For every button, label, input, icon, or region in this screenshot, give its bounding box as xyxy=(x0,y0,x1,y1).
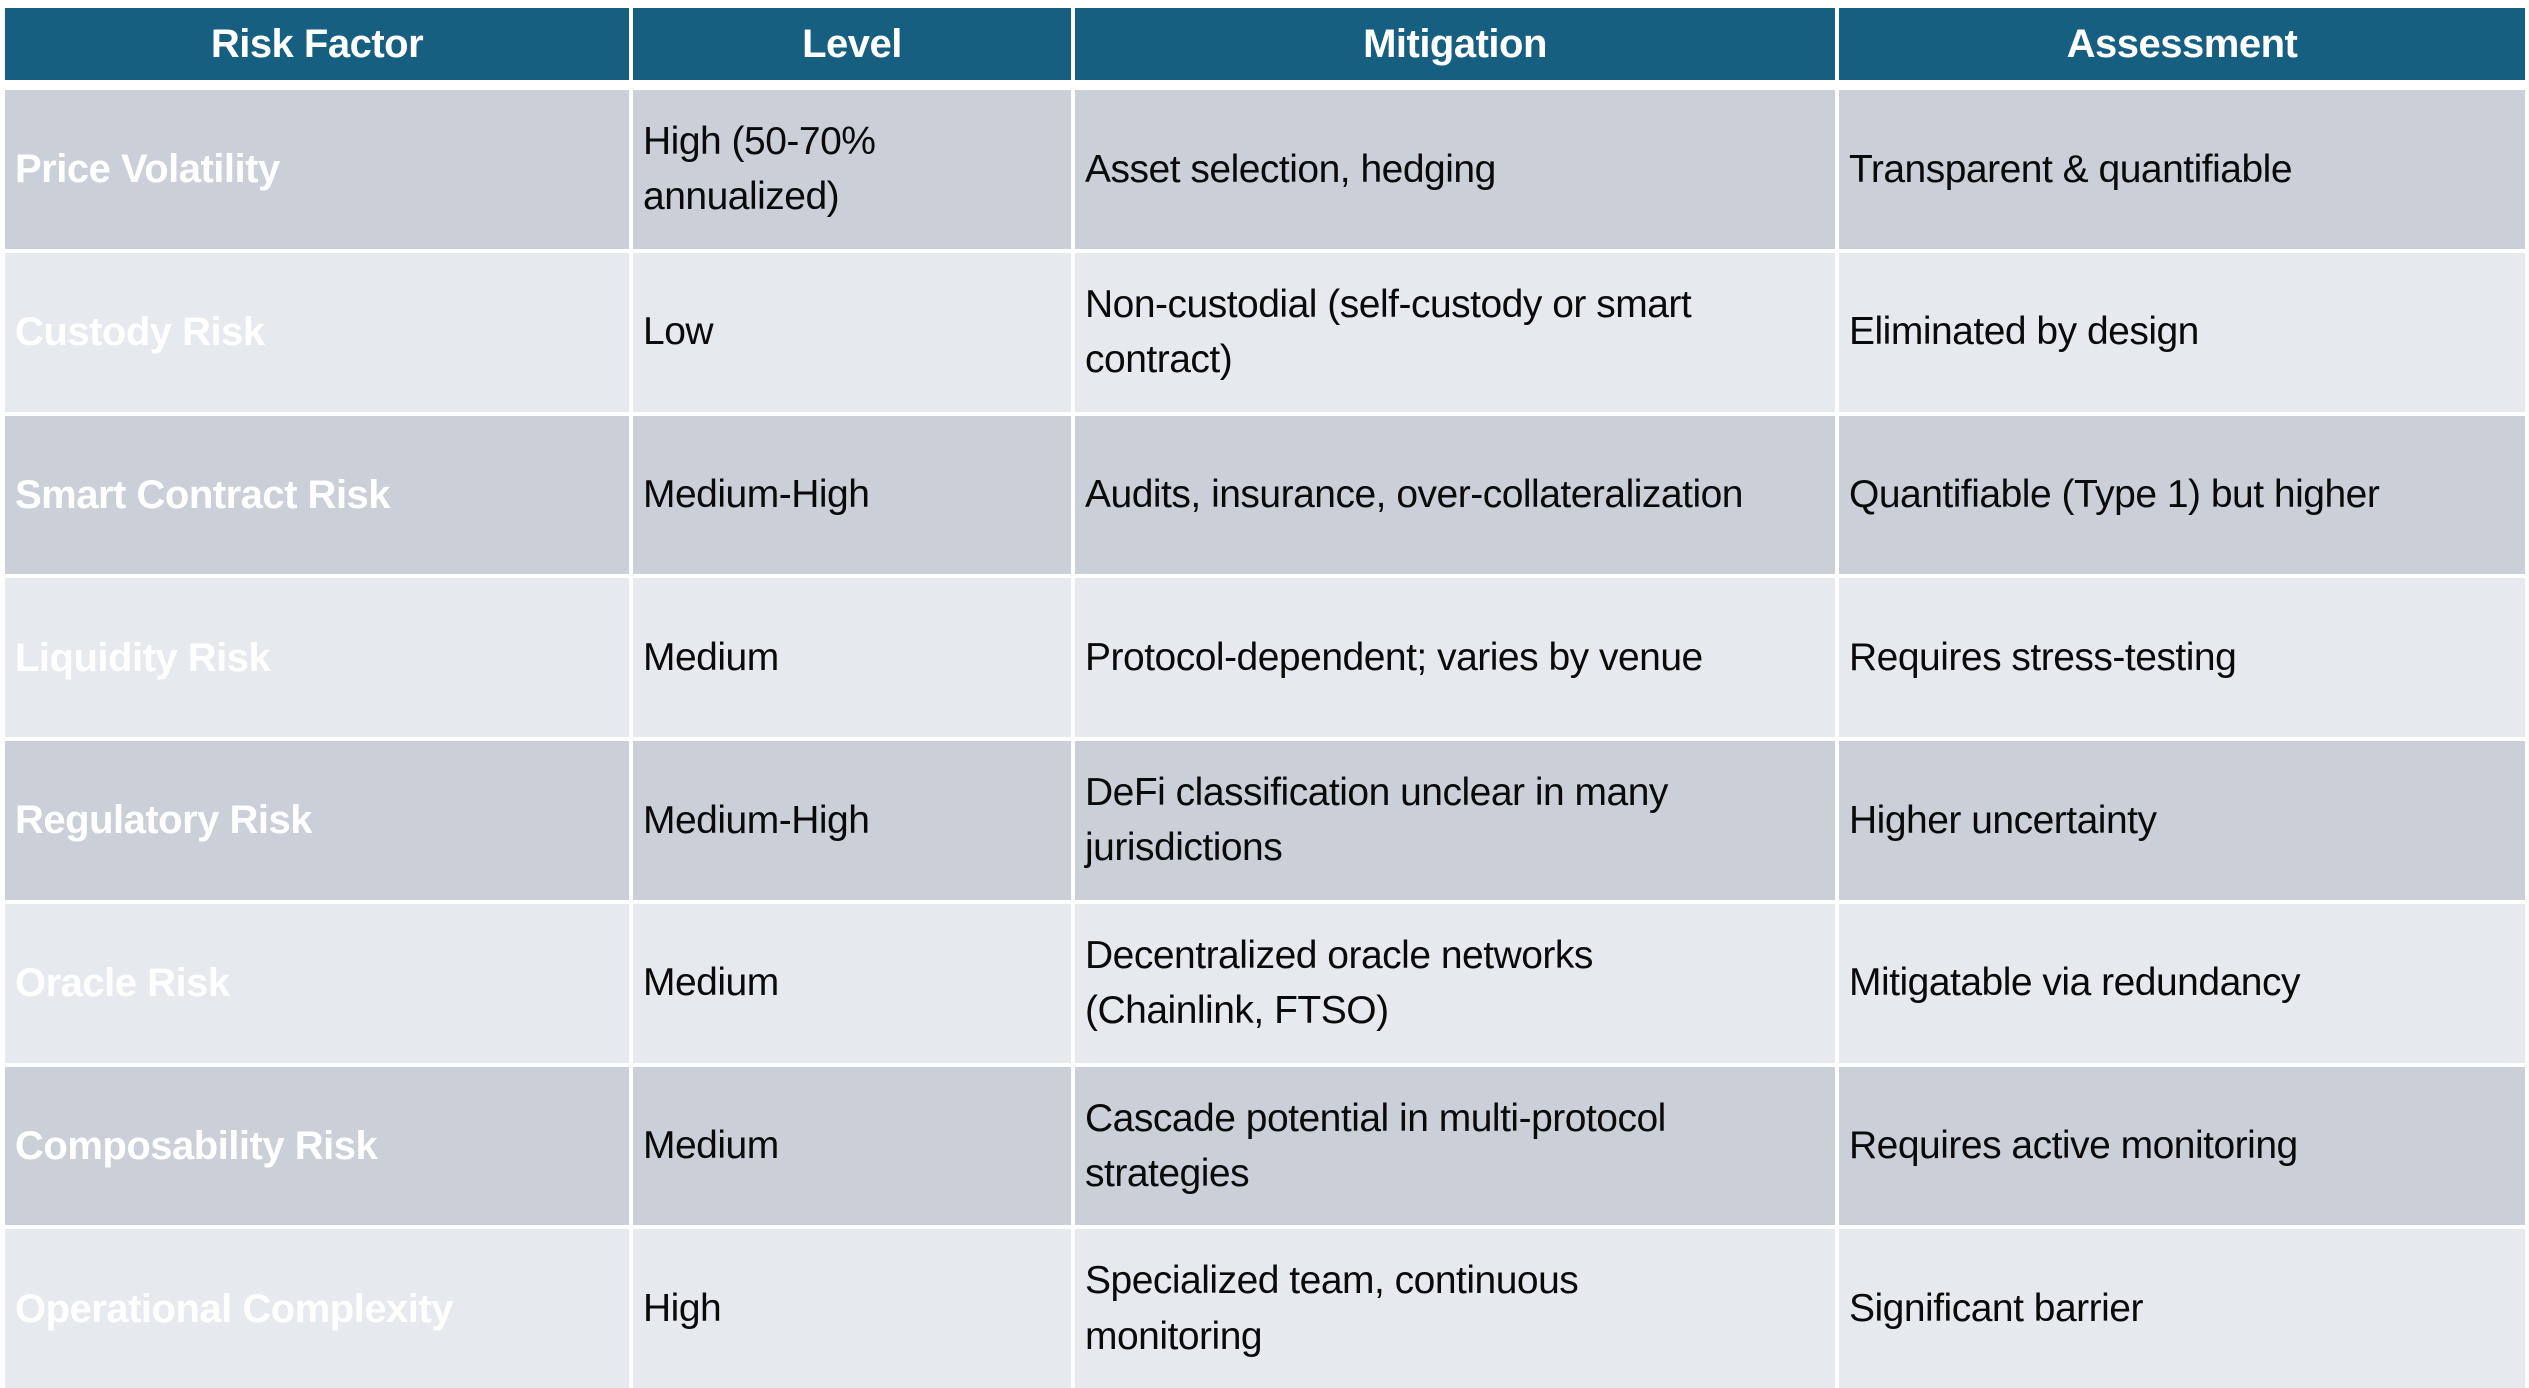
data-cell-mitigation: Asset selection, hedging xyxy=(1075,90,1835,249)
data-cell-mitigation: Audits, insurance, over-collateralizatio… xyxy=(1075,415,1835,575)
data-cell-level: High (50-70% annualized) xyxy=(633,90,1071,249)
data-cell-assessment: Eliminated by design xyxy=(1839,252,2525,412)
data-cell-mitigation: Non-custodial (self-custody or smart con… xyxy=(1075,252,1835,412)
data-cell-level: Low xyxy=(633,252,1071,412)
row-header-cell: Liquidity Risk xyxy=(5,578,629,737)
row-header-cell: Price Volatility xyxy=(5,90,629,249)
row-header-cell: Composability Risk xyxy=(5,1066,629,1226)
data-cell-mitigation: DeFi classification unclear in many juri… xyxy=(1075,741,1835,900)
data-cell-level: Medium xyxy=(633,1066,1071,1226)
data-cell-assessment: Requires stress-testing xyxy=(1839,578,2525,737)
data-cell-level: Medium-High xyxy=(633,415,1071,575)
row-header-cell: Custody Risk xyxy=(5,252,629,412)
data-cell-assessment: Requires active monitoring xyxy=(1839,1066,2525,1226)
data-cell-mitigation: Cascade potential in multi-protocol stra… xyxy=(1075,1066,1835,1226)
row-header-cell: Regulatory Risk xyxy=(5,741,629,900)
data-cell-level: Medium xyxy=(633,903,1071,1063)
data-cell-level: High xyxy=(633,1229,1071,1388)
data-cell-level: Medium xyxy=(633,578,1071,737)
row-header-cell: Smart Contract Risk xyxy=(5,415,629,575)
data-cell-mitigation: Decentralized oracle networks (Chainlink… xyxy=(1075,903,1835,1063)
column-header-assessment: Assessment xyxy=(1839,8,2525,86)
data-cell-mitigation: Specialized team, continuous monitoring xyxy=(1075,1229,1835,1388)
column-header-risk-factor: Risk Factor xyxy=(5,8,629,86)
data-cell-assessment: Significant barrier xyxy=(1839,1229,2525,1388)
data-cell-assessment: Quantifiable (Type 1) but higher xyxy=(1839,415,2525,575)
data-cell-level: Medium-High xyxy=(633,741,1071,900)
data-cell-mitigation: Protocol-dependent; varies by venue xyxy=(1075,578,1835,737)
data-cell-assessment: Higher uncertainty xyxy=(1839,741,2525,900)
risk-comparison-table: Risk Factor Level Mitigation Assessment Pric… xyxy=(5,8,2525,1388)
column-header-level: Level xyxy=(633,8,1071,86)
row-header-cell: Operational Complexity xyxy=(5,1229,629,1388)
column-header-mitigation: Mitigation xyxy=(1075,8,1835,86)
data-cell-assessment: Mitigatable via redundancy xyxy=(1839,903,2525,1063)
row-header-cell: Oracle Risk xyxy=(5,903,629,1063)
data-cell-assessment: Transparent & quantifiable xyxy=(1839,90,2525,249)
